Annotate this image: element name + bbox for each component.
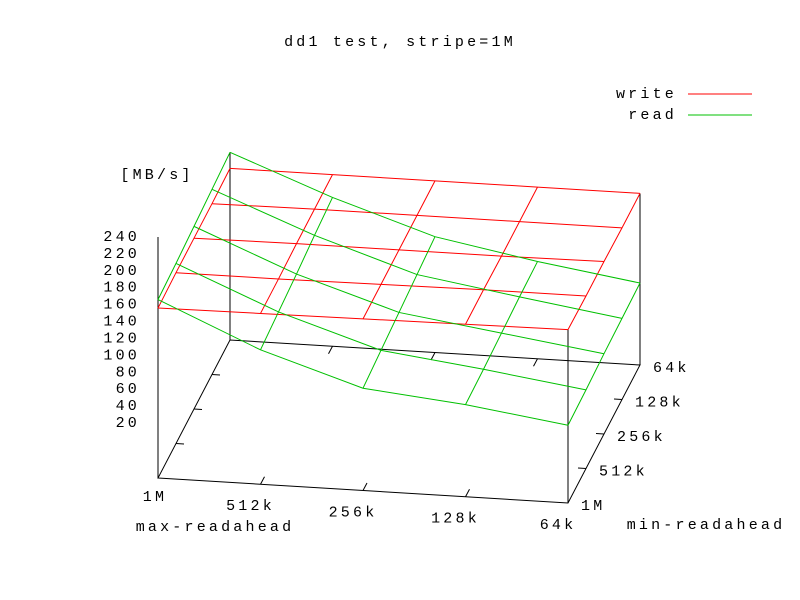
x-tick [430, 352, 436, 361]
z-tick-label: 60 [116, 381, 140, 398]
y-tick-label: 64k [653, 360, 690, 377]
z-tick-label: 240 [103, 229, 140, 246]
surface-line [260, 197, 333, 351]
surface-line [567, 282, 641, 426]
surface-line [229, 151, 641, 284]
x-tick-label: 1M [143, 489, 167, 506]
x-axis-label: max-readahead [136, 519, 295, 536]
surface-line [362, 236, 436, 389]
surface-line [157, 152, 231, 300]
x-tick [260, 476, 265, 485]
y-axis-label: min-readahead [627, 517, 786, 534]
z-tick-label: 220 [103, 246, 140, 263]
z-tick-label: 180 [103, 280, 140, 297]
z-tick-label: 140 [103, 314, 140, 331]
surface-line [229, 167, 641, 194]
y-tick [613, 398, 623, 400]
y-tick-label: 128k [635, 394, 684, 411]
x-tick [533, 358, 538, 367]
x-tick [465, 489, 470, 497]
legend-label: read [628, 107, 677, 124]
surface-line [362, 180, 436, 320]
surface-line [567, 193, 641, 330]
y-tick [595, 433, 605, 435]
z-tick-label: 160 [103, 297, 140, 314]
z-tick-label: 100 [103, 347, 140, 364]
x-tick-label: 128k [431, 511, 480, 528]
z-axis-label: [MB/s] [120, 167, 193, 184]
y-tick-label: 512k [599, 463, 648, 480]
y-tick [211, 374, 221, 376]
x-tick-label: 256k [329, 504, 378, 521]
surface-line [157, 299, 569, 426]
x-tick-label: 64k [540, 517, 577, 534]
surface-line [465, 186, 538, 325]
z-tick-label: 120 [103, 330, 140, 347]
surface-line [260, 174, 333, 314]
chart-title: dd1 test, stripe=1M [284, 34, 516, 51]
x-tick [328, 346, 333, 354]
surface-line [465, 261, 538, 405]
legend-label: write [616, 86, 677, 103]
z-tick-label: 20 [116, 415, 140, 432]
y-tick [193, 408, 203, 410]
z-tick-label: 200 [103, 263, 140, 280]
y-tick [577, 467, 587, 469]
x-tick-label: 512k [226, 498, 275, 515]
z-tick-label: 40 [116, 398, 140, 415]
x-tick [362, 482, 368, 491]
y-tick-label: 1M [581, 498, 605, 515]
y-tick-label: 256k [617, 429, 666, 446]
y-tick [175, 443, 185, 445]
z-tick-label: 80 [116, 364, 140, 381]
